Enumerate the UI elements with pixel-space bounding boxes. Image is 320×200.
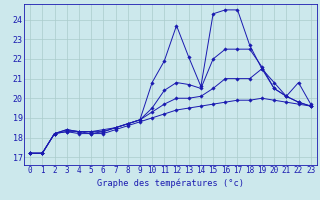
X-axis label: Graphe des températures (°c): Graphe des températures (°c): [97, 178, 244, 188]
